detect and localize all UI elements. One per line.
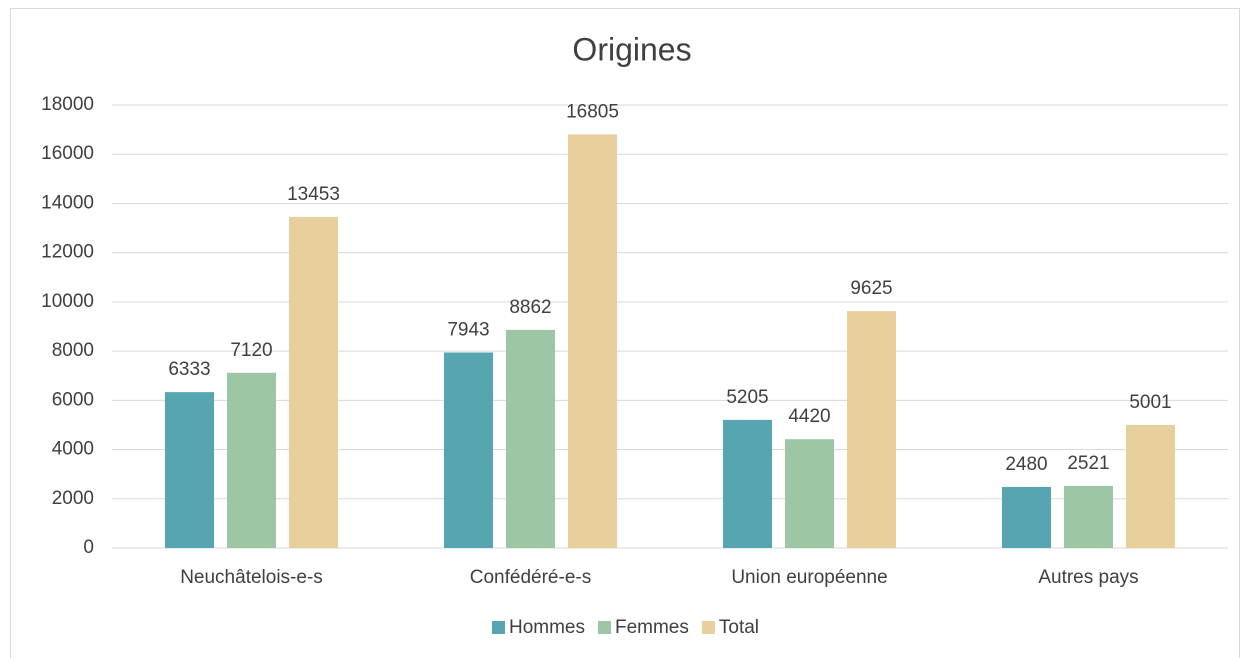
chart-title: Origines xyxy=(572,31,691,67)
bar xyxy=(227,372,276,548)
data-label: 2521 xyxy=(1067,453,1109,474)
bar xyxy=(1126,424,1175,548)
x-tick-label: Neuchâtelois-e-s xyxy=(180,567,323,588)
bar xyxy=(1064,485,1113,548)
y-tick-label: 18000 xyxy=(41,94,94,115)
bar xyxy=(165,392,214,548)
y-tick-label: 16000 xyxy=(41,143,94,164)
x-tick-label: Confédéré-e-s xyxy=(470,567,591,588)
bar xyxy=(1002,486,1051,548)
y-tick-label: 6000 xyxy=(52,389,94,410)
data-label: 6333 xyxy=(168,359,210,380)
data-label: 7943 xyxy=(447,320,489,341)
x-tick-label: Autres pays xyxy=(1038,567,1138,588)
y-tick-label: 4000 xyxy=(52,439,94,460)
data-label: 7120 xyxy=(230,340,272,361)
chart-border xyxy=(10,8,1240,658)
y-tick-label: 10000 xyxy=(41,291,94,312)
data-label: 13453 xyxy=(287,184,340,205)
bar xyxy=(289,216,338,548)
data-label: 4420 xyxy=(788,406,830,427)
legend-label: Femmes xyxy=(615,617,689,638)
bar xyxy=(568,134,617,548)
y-tick-label: 2000 xyxy=(52,488,94,509)
y-tick-label: 0 xyxy=(83,537,94,558)
data-label: 5205 xyxy=(726,387,768,408)
legend-label: Hommes xyxy=(509,617,585,638)
legend-label: Total xyxy=(719,617,759,638)
y-tick-label: 8000 xyxy=(52,340,94,361)
legend-swatch xyxy=(597,621,611,634)
data-label: 9625 xyxy=(850,278,892,299)
data-label: 16805 xyxy=(566,101,619,122)
bar xyxy=(506,329,555,548)
x-tick-label: Union européenne xyxy=(731,567,887,588)
legend-swatch xyxy=(701,621,715,634)
bar xyxy=(785,439,834,548)
data-label: 2480 xyxy=(1005,454,1047,475)
data-label: 5001 xyxy=(1129,392,1171,413)
y-tick-label: 14000 xyxy=(41,192,94,213)
y-tick-label: 12000 xyxy=(41,242,94,263)
bar xyxy=(723,419,772,548)
legend-swatch xyxy=(491,621,505,634)
data-label: 8862 xyxy=(509,297,551,318)
bar xyxy=(847,311,896,548)
bar xyxy=(444,352,493,548)
